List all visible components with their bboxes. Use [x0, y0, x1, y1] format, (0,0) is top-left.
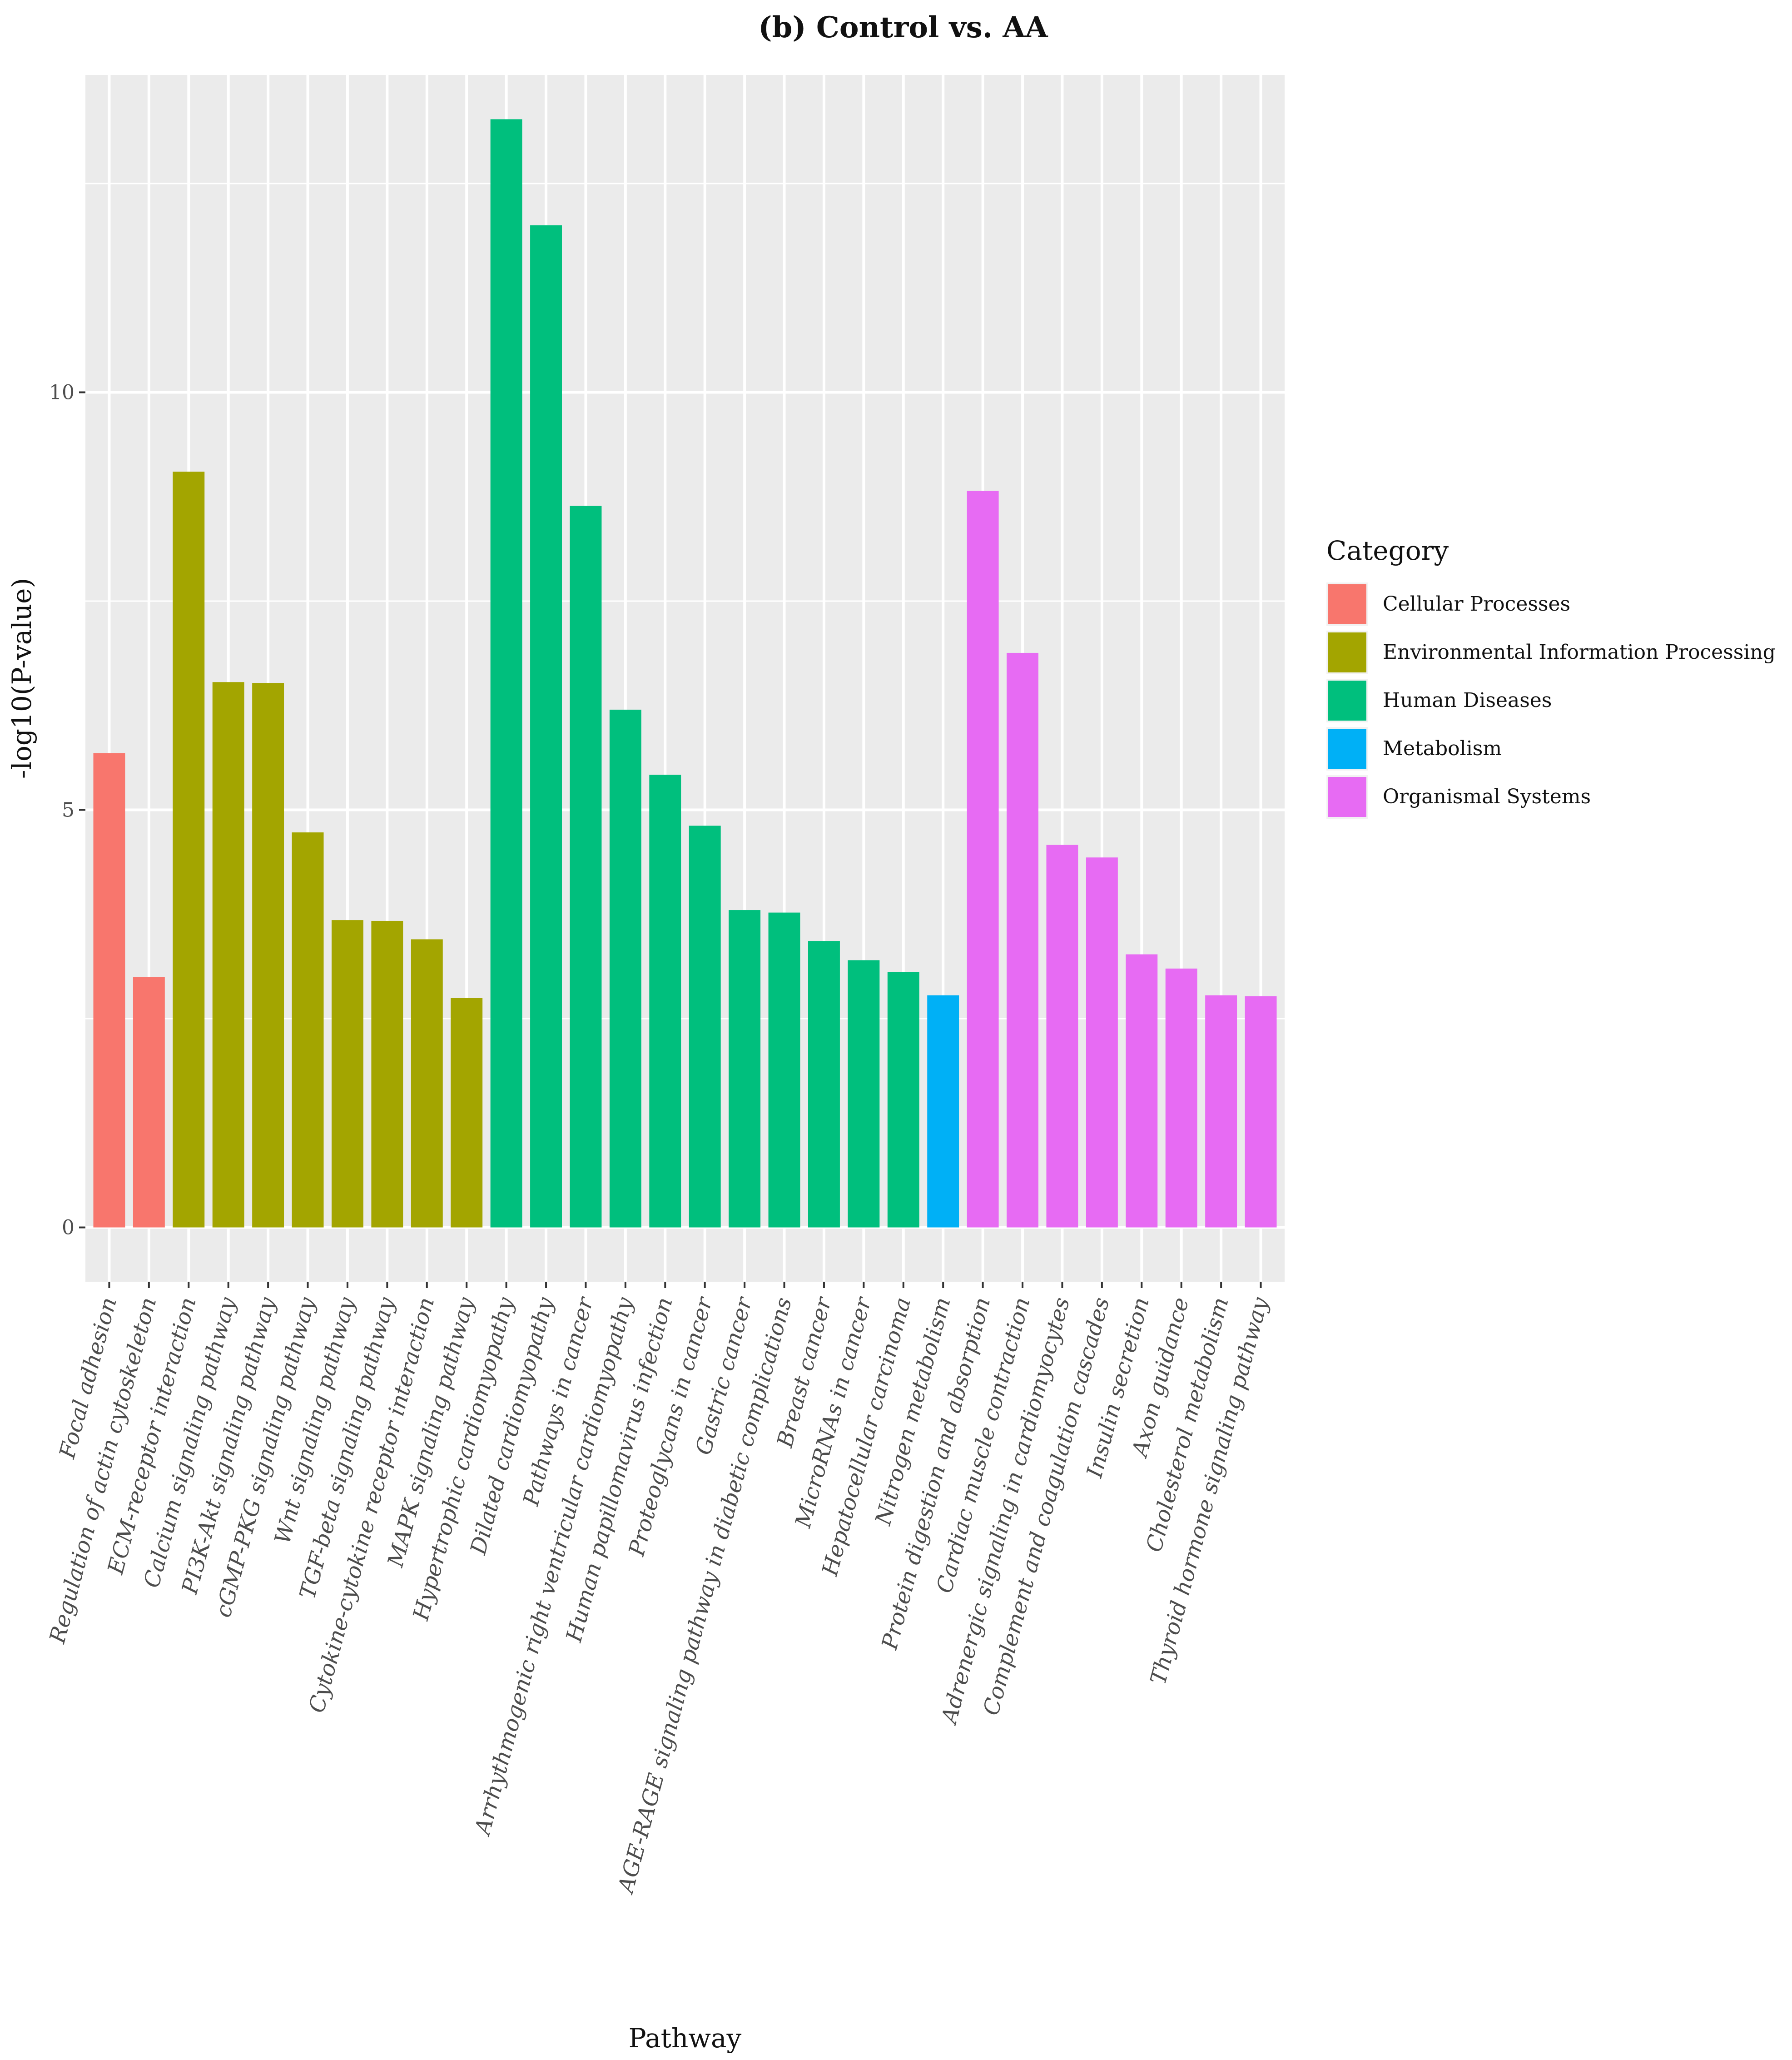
legend-swatch [1328, 584, 1366, 624]
legend-label: Cellular Processes [1383, 592, 1570, 616]
bar [1007, 652, 1039, 1228]
legend-title: Category [1326, 535, 1449, 566]
legend-swatch [1328, 729, 1366, 769]
x-axis-label: Pathway [629, 2023, 742, 2054]
chart-title: (b) Control vs. AA [758, 10, 1048, 45]
bar [609, 709, 641, 1228]
bar [490, 119, 522, 1228]
bar [1086, 857, 1118, 1228]
bar [927, 995, 959, 1228]
legend-swatch [1328, 777, 1366, 817]
legend-label: Organismal Systems [1383, 785, 1591, 808]
y-tick-label: 5 [62, 798, 74, 821]
y-axis-ticks: 0 5 10 [49, 381, 85, 1239]
bar [1165, 968, 1197, 1228]
bar [1205, 995, 1237, 1228]
bar [292, 832, 324, 1228]
legend: Category Cellular Processes Environmental… [1326, 535, 1776, 819]
legend-items: Cellular Processes Environmental Informat… [1326, 582, 1776, 819]
bar [1245, 996, 1277, 1228]
legend-label: Environmental Information Processing [1383, 641, 1776, 664]
bar [1126, 954, 1158, 1228]
plot-panel [85, 75, 1285, 1282]
bar [649, 775, 681, 1228]
bar [252, 683, 284, 1228]
bar [570, 506, 602, 1228]
bar [1046, 845, 1078, 1228]
bar [887, 972, 919, 1228]
y-axis-label: -log10(P-value) [6, 578, 37, 779]
bar [93, 753, 125, 1228]
bar [768, 912, 800, 1228]
bar [689, 826, 721, 1228]
bar [967, 491, 999, 1228]
y-tick-label: 10 [49, 381, 74, 404]
bar [808, 941, 840, 1228]
bar [371, 921, 403, 1228]
bar [729, 910, 761, 1228]
bar [173, 472, 205, 1228]
bar [451, 998, 483, 1228]
bar [212, 682, 244, 1228]
bar [133, 977, 165, 1228]
bar [530, 225, 562, 1228]
bar [331, 920, 363, 1228]
legend-label: Human Diseases [1383, 689, 1552, 712]
bar [848, 960, 880, 1228]
bar [411, 939, 443, 1228]
bars [93, 119, 1277, 1228]
legend-label: Metabolism [1383, 737, 1502, 760]
legend-swatch [1328, 632, 1366, 672]
legend-swatch [1328, 681, 1366, 721]
y-tick-label: 0 [62, 1216, 74, 1239]
